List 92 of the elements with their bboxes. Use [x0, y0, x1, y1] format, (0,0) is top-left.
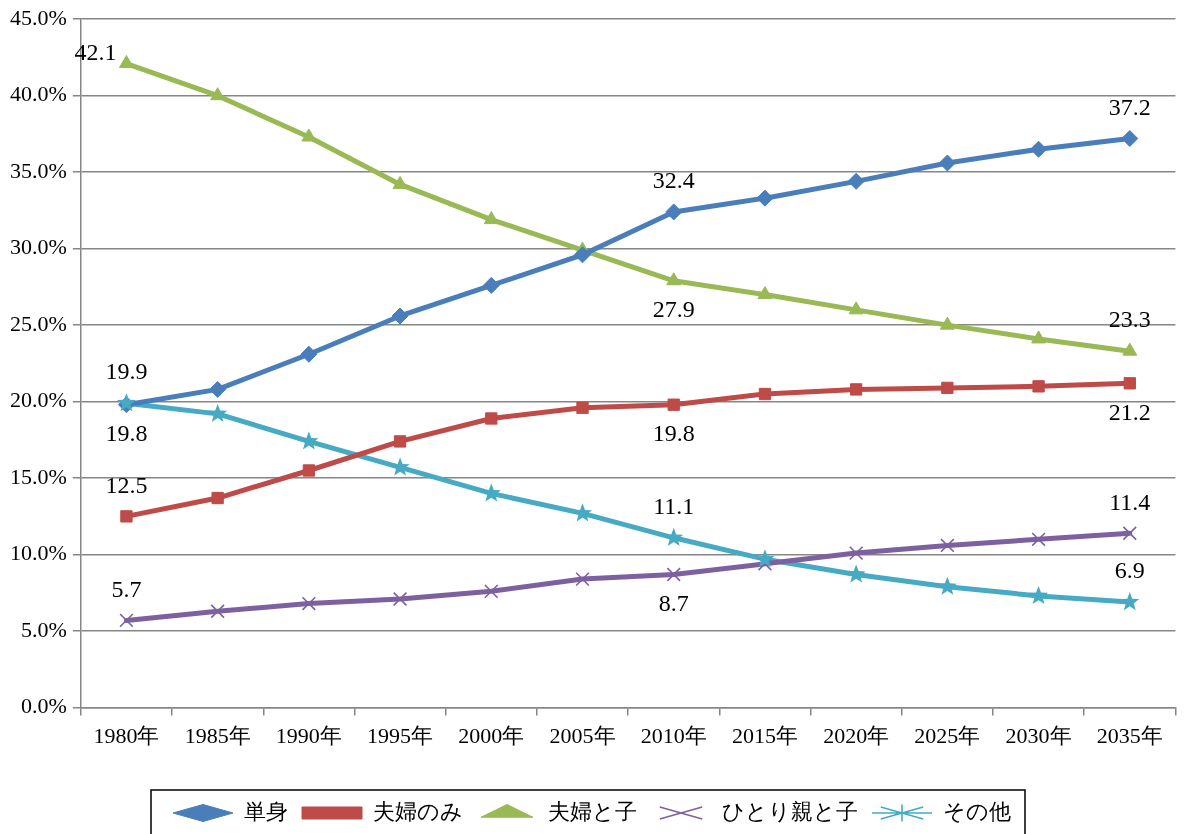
y-tick-label: 25.0% — [10, 310, 67, 336]
point — [938, 154, 956, 172]
point — [1120, 592, 1140, 611]
point — [485, 412, 498, 425]
point — [1122, 342, 1138, 356]
point — [937, 576, 957, 595]
legend-label: 単身 — [244, 798, 288, 824]
data-label: 11.1 — [653, 493, 695, 520]
x-tick-label: 2010年 — [640, 722, 707, 748]
point — [1031, 532, 1046, 547]
point — [120, 510, 133, 523]
y-tick-label: 45.0% — [10, 4, 67, 30]
point — [483, 211, 499, 225]
x-tick-label: 2005年 — [549, 722, 616, 748]
data-label: 12.5 — [105, 471, 148, 498]
x-tick-label: 1980年 — [93, 722, 160, 748]
x-tick-label: 2035年 — [1096, 722, 1163, 748]
data-label: 19.9 — [105, 358, 148, 385]
data-label: 27.9 — [652, 296, 695, 323]
data-label: 6.9 — [1114, 557, 1145, 584]
x-tick-label: 2000年 — [458, 722, 525, 748]
point — [665, 203, 683, 221]
y-tick-label: 40.0% — [10, 81, 67, 107]
data-label: 23.3 — [1108, 306, 1151, 333]
point — [939, 316, 955, 330]
point — [1029, 585, 1049, 605]
point — [667, 398, 680, 411]
point — [210, 604, 225, 619]
point — [848, 545, 864, 561]
data-label: 37.2 — [1108, 93, 1151, 120]
point — [301, 128, 317, 142]
data-label: 5.7 — [111, 575, 142, 602]
point — [1032, 380, 1045, 393]
point — [482, 276, 500, 294]
point — [1030, 140, 1048, 158]
point — [302, 464, 316, 477]
point — [391, 307, 409, 325]
point — [940, 538, 955, 553]
data-label: 21.2 — [1108, 398, 1151, 425]
data-label: 32.4 — [652, 167, 695, 194]
x-tick-label: 1990年 — [275, 722, 342, 748]
point — [211, 491, 224, 505]
x-tick-label: 2025年 — [914, 722, 981, 748]
point — [1121, 130, 1139, 148]
y-tick-label: 5.0% — [21, 616, 67, 642]
point — [300, 345, 318, 363]
point — [755, 549, 775, 568]
x-tick-label: 2020年 — [823, 722, 890, 748]
point — [757, 286, 773, 300]
point — [847, 172, 865, 190]
data-label: 11.4 — [1109, 488, 1151, 515]
point — [573, 503, 593, 522]
y-tick-label: 10.0% — [10, 540, 67, 566]
point — [758, 387, 772, 401]
y-tick-label: 20.0% — [10, 387, 67, 413]
point — [119, 55, 134, 69]
point — [1122, 526, 1137, 541]
legend-label: 夫婦のみ — [373, 798, 463, 824]
point — [208, 403, 228, 422]
x-tick-label: 1985年 — [184, 722, 251, 748]
point — [574, 246, 592, 264]
point — [392, 591, 408, 607]
data-label: 42.1 — [74, 38, 117, 65]
point — [666, 272, 682, 286]
y-tick-label: 30.0% — [10, 234, 67, 260]
legend-label: その他 — [943, 798, 1011, 824]
point — [941, 381, 954, 395]
point — [664, 527, 684, 546]
data-label: 19.8 — [652, 420, 695, 446]
legend-label: 夫婦と子 — [548, 798, 637, 824]
data-label: 19.8 — [105, 420, 148, 446]
point — [666, 567, 681, 582]
point — [848, 301, 864, 315]
legend-label: ひとり親と子 — [722, 798, 858, 824]
x-tick-label: 2015年 — [731, 722, 798, 748]
point — [576, 401, 589, 414]
point — [849, 383, 863, 396]
y-tick-label: 35.0% — [10, 157, 67, 183]
y-tick-label: 0.0% — [21, 693, 67, 719]
point — [756, 189, 774, 207]
data-label: 8.7 — [658, 589, 689, 616]
point — [209, 380, 227, 398]
point — [393, 435, 407, 448]
point — [301, 596, 317, 611]
point — [1123, 377, 1136, 390]
x-tick-label: 2030年 — [1005, 722, 1072, 748]
point — [575, 571, 590, 587]
point — [119, 613, 134, 628]
point — [484, 584, 499, 599]
point — [1031, 330, 1047, 344]
y-tick-label: 15.0% — [10, 463, 67, 489]
x-tick-label: 1995年 — [367, 722, 434, 748]
